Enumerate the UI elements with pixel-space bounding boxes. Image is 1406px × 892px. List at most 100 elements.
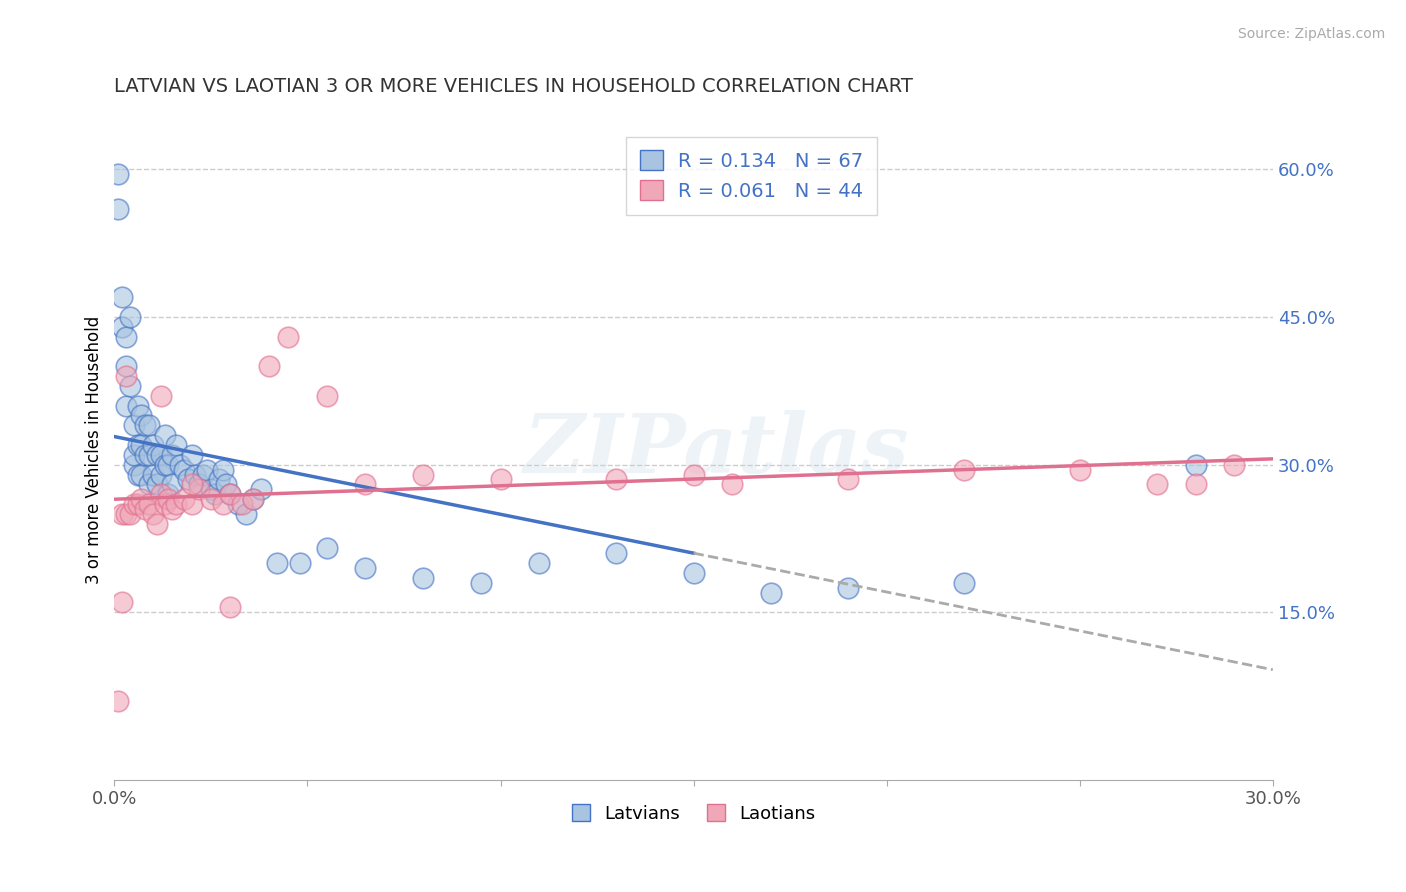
Point	[527, 556, 550, 570]
Point	[180, 448, 202, 462]
Point	[242, 492, 264, 507]
Point	[165, 438, 187, 452]
Point	[180, 497, 202, 511]
Point	[1223, 458, 1246, 472]
Point	[157, 458, 180, 472]
Point	[354, 477, 377, 491]
Point	[193, 467, 215, 482]
Point	[127, 497, 149, 511]
Point	[250, 483, 273, 497]
Point	[115, 369, 138, 384]
Point	[111, 507, 134, 521]
Point	[226, 497, 249, 511]
Point	[200, 492, 222, 507]
Point	[115, 359, 138, 374]
Point	[138, 448, 160, 462]
Point	[277, 330, 299, 344]
Point	[1069, 462, 1091, 476]
Y-axis label: 3 or more Vehicles in Household: 3 or more Vehicles in Household	[86, 316, 103, 584]
Point	[149, 448, 172, 462]
Point	[127, 399, 149, 413]
Point	[682, 566, 704, 580]
Point	[219, 487, 242, 501]
Point	[188, 477, 211, 491]
Point	[115, 330, 138, 344]
Point	[142, 467, 165, 482]
Point	[153, 428, 176, 442]
Point	[138, 418, 160, 433]
Legend: Latvians, Laotians: Latvians, Laotians	[564, 797, 823, 830]
Point	[149, 487, 172, 501]
Point	[721, 477, 744, 491]
Point	[219, 600, 242, 615]
Point	[115, 507, 138, 521]
Point	[146, 448, 169, 462]
Point	[134, 502, 156, 516]
Point	[219, 487, 242, 501]
Point	[188, 483, 211, 497]
Point	[165, 497, 187, 511]
Point	[412, 467, 434, 482]
Point	[169, 458, 191, 472]
Point	[315, 541, 337, 556]
Point	[107, 167, 129, 181]
Point	[142, 507, 165, 521]
Point	[682, 467, 704, 482]
Point	[231, 497, 253, 511]
Point	[115, 399, 138, 413]
Point	[837, 581, 859, 595]
Point	[953, 575, 976, 590]
Point	[149, 389, 172, 403]
Text: LATVIAN VS LAOTIAN 3 OR MORE VEHICLES IN HOUSEHOLD CORRELATION CHART: LATVIAN VS LAOTIAN 3 OR MORE VEHICLES IN…	[114, 78, 914, 96]
Point	[138, 497, 160, 511]
Point	[134, 418, 156, 433]
Point	[173, 492, 195, 507]
Point	[118, 507, 141, 521]
Point	[118, 379, 141, 393]
Point	[153, 458, 176, 472]
Point	[204, 487, 226, 501]
Point	[107, 694, 129, 708]
Point	[257, 359, 280, 374]
Point	[1184, 458, 1206, 472]
Point	[118, 310, 141, 324]
Point	[162, 448, 184, 462]
Point	[127, 467, 149, 482]
Point	[146, 477, 169, 491]
Point	[266, 556, 288, 570]
Point	[131, 492, 153, 507]
Point	[1146, 477, 1168, 491]
Point	[122, 418, 145, 433]
Point	[157, 492, 180, 507]
Text: Source: ZipAtlas.com: Source: ZipAtlas.com	[1237, 27, 1385, 41]
Point	[131, 467, 153, 482]
Point	[315, 389, 337, 403]
Point	[489, 472, 512, 486]
Point	[837, 472, 859, 486]
Point	[134, 448, 156, 462]
Point	[200, 483, 222, 497]
Point	[111, 319, 134, 334]
Point	[149, 467, 172, 482]
Point	[242, 492, 264, 507]
Point	[122, 497, 145, 511]
Point	[131, 438, 153, 452]
Point	[107, 202, 129, 216]
Point	[211, 462, 233, 476]
Point	[157, 487, 180, 501]
Point	[138, 477, 160, 491]
Point	[173, 462, 195, 476]
Point	[111, 595, 134, 609]
Text: ZIPatlas: ZIPatlas	[524, 410, 910, 490]
Point	[208, 472, 231, 486]
Point	[759, 585, 782, 599]
Point	[127, 438, 149, 452]
Point	[153, 497, 176, 511]
Point	[184, 467, 207, 482]
Point	[122, 448, 145, 462]
Point	[215, 477, 238, 491]
Point	[146, 516, 169, 531]
Point	[605, 546, 627, 560]
Point	[131, 409, 153, 423]
Point	[162, 502, 184, 516]
